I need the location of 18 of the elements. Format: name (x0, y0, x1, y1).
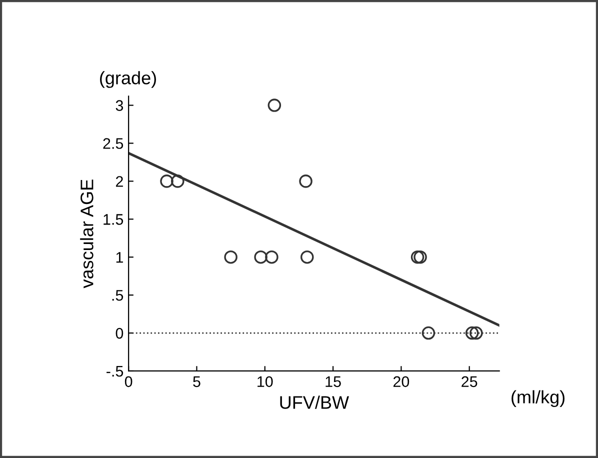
y-tick-label: 2.5 (103, 138, 124, 149)
x-tick-label: 25 (462, 376, 478, 388)
x-tick-label: 20 (393, 376, 410, 388)
y-tick-label: 2 (116, 176, 123, 187)
text: (grade) (100, 71, 156, 88)
y-tick-label: 3 (116, 100, 124, 111)
x-tick-label: 10 (258, 376, 273, 388)
x-axis-title: UFV/BW (280, 396, 349, 409)
y-tick-label: -.5 (106, 366, 124, 377)
y-tick-label: 0 (116, 328, 124, 339)
y-tick-label: 1 (116, 252, 123, 263)
y-axis-title: vascular AGE (80, 180, 94, 288)
y-tick-label: .5 (112, 290, 124, 301)
x-tick-label: 5 (193, 376, 200, 388)
text: (ml/kg) (512, 390, 564, 408)
x-tick-label: 0 (124, 376, 132, 388)
x-tick-label: 15 (326, 376, 341, 388)
y-tick-label: 1.5 (104, 214, 124, 225)
